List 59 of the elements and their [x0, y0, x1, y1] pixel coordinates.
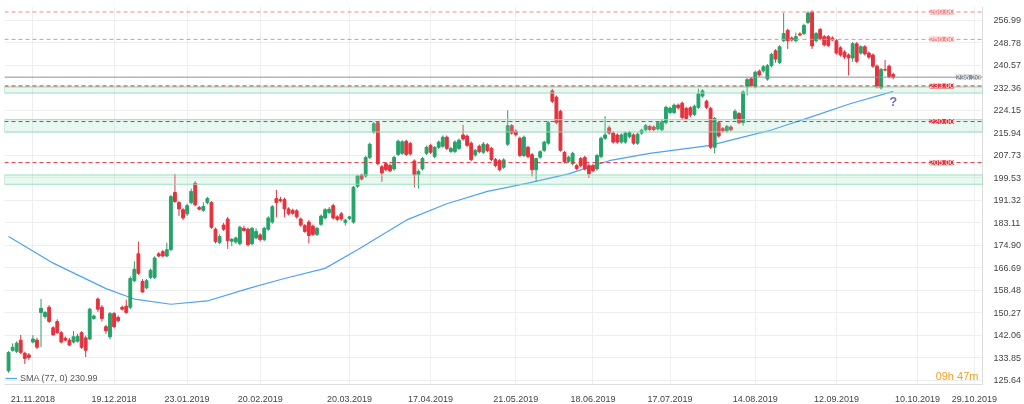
candlestick	[83, 335, 88, 358]
y-tick-label: 207.73	[993, 150, 1022, 161]
ref-line-label: 233.00	[929, 81, 955, 91]
y-tick-label: 166.69	[993, 262, 1022, 273]
y-tick-label: 215.94	[993, 127, 1022, 138]
x-tick-label: 17.04.2019	[408, 393, 454, 404]
candlestick	[522, 135, 526, 158]
y-tick-label: 174.90	[993, 240, 1022, 251]
y-tick-label: 224.15	[993, 105, 1022, 116]
candlestick	[534, 157, 539, 183]
candlestick	[282, 197, 287, 218]
y-tick-label: 133.85	[993, 352, 1022, 363]
candlestick	[785, 28, 790, 50]
candlestick	[416, 168, 421, 190]
candlestick	[246, 227, 250, 247]
legend-label: SMA (77, 0) 230.99	[20, 373, 98, 383]
x-tick-label: 20.03.2019	[326, 393, 372, 404]
candlestick	[781, 12, 786, 43]
candlestick	[136, 241, 141, 276]
annotation: ?	[889, 94, 898, 110]
x-tick-label: 21.05.2019	[493, 393, 539, 404]
x-tick-label: 20.02.2019	[237, 393, 283, 404]
y-tick-label: 150.27	[993, 307, 1022, 318]
candlestick	[854, 41, 859, 64]
y-tick-label: 248.78	[993, 37, 1022, 48]
candlestick	[108, 311, 112, 340]
ref-line-label: 205.00	[929, 158, 955, 168]
candlestick	[250, 226, 254, 246]
x-tick-label: 17.07.2019	[647, 393, 693, 404]
y-tick-label: 199.53	[993, 172, 1022, 183]
y-tick-label: 183.11	[993, 217, 1021, 228]
y-tick-label: 240.57	[993, 60, 1022, 71]
candlestick	[517, 136, 522, 158]
candlestick	[505, 109, 510, 147]
ref-line-label: 220.00	[929, 117, 955, 127]
candlestick	[39, 298, 43, 348]
x-tick-label: 21.11.2018	[10, 393, 56, 404]
x-tick-label: 29.10.2019	[951, 393, 997, 404]
y-tick-label: 191.32	[993, 195, 1022, 206]
y-tick-label: 232.36	[993, 82, 1022, 93]
x-tick-label: 12.09.2019	[813, 393, 859, 404]
candlestick	[6, 350, 11, 374]
ref-line-label: 260.00	[929, 7, 955, 17]
candlestick	[379, 164, 384, 183]
ref-line-label: 250.00	[929, 34, 955, 44]
annotation: 09h 47m	[935, 369, 979, 382]
x-tick-label: 10.10.2019	[895, 393, 941, 404]
ref-line-label: 236.20	[956, 72, 982, 82]
y-tick-label: 158.48	[993, 285, 1022, 296]
candlestick	[850, 41, 855, 63]
y-tick-label: 256.99	[993, 15, 1022, 26]
y-tick-label: 142.06	[993, 330, 1022, 341]
y-tick-label: 125.64	[993, 375, 1022, 386]
x-tick-label: 19.12.2018	[91, 393, 137, 404]
candlestick	[846, 52, 851, 77]
x-tick-label: 18.06.2019	[570, 393, 616, 404]
x-tick-label: 23.01.2019	[164, 393, 210, 404]
candlestick	[193, 180, 198, 207]
x-tick-label: 14.08.2019	[732, 393, 778, 404]
